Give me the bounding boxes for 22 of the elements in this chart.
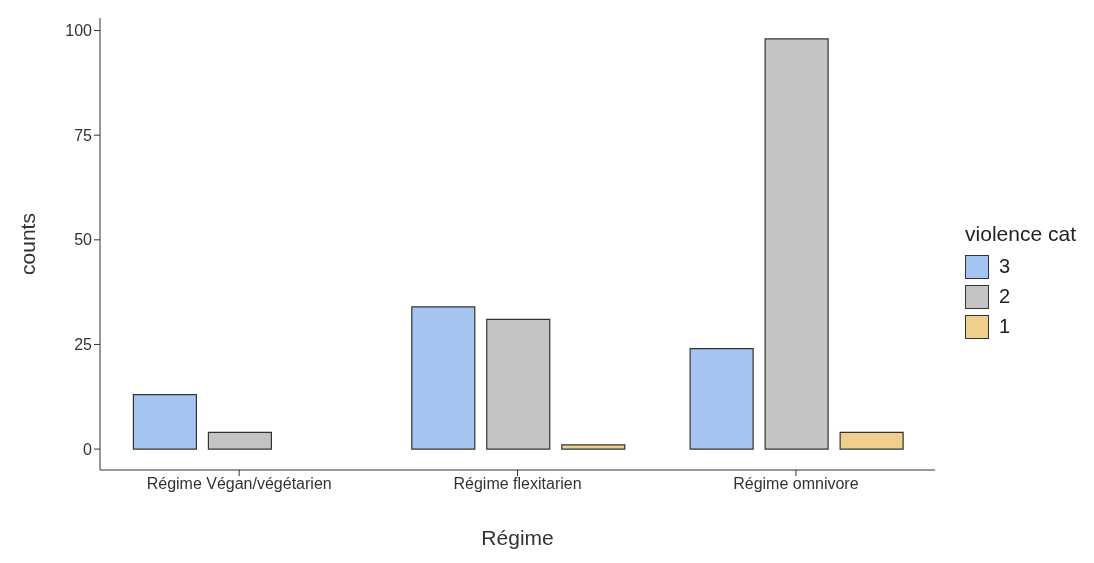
y-tick-label: 25 bbox=[74, 336, 93, 354]
y-tick-label: 75 bbox=[74, 126, 93, 144]
legend-label: 2 bbox=[999, 285, 1011, 308]
legend-title: violence cat bbox=[965, 221, 1076, 246]
legend-label: 3 bbox=[999, 255, 1011, 278]
bar bbox=[132, 394, 197, 450]
x-tick-label: Régime Végan/végétarien bbox=[146, 475, 332, 493]
bar bbox=[561, 444, 626, 450]
x-tick-label: Régime flexitarien bbox=[453, 475, 582, 493]
y-tick-label: 100 bbox=[65, 22, 93, 40]
bar bbox=[839, 431, 904, 450]
bar bbox=[486, 318, 551, 450]
y-tick-label: 50 bbox=[74, 231, 93, 249]
x-axis-title: Régime bbox=[481, 526, 554, 549]
bar bbox=[207, 431, 272, 450]
y-axis-title: counts bbox=[16, 213, 40, 275]
y-tick-label: 0 bbox=[83, 440, 93, 458]
bar bbox=[764, 38, 829, 450]
x-tick-label: Régime omnivore bbox=[733, 475, 859, 493]
bar bbox=[689, 348, 754, 450]
bar bbox=[411, 306, 476, 450]
legend-label: 1 bbox=[999, 315, 1011, 338]
